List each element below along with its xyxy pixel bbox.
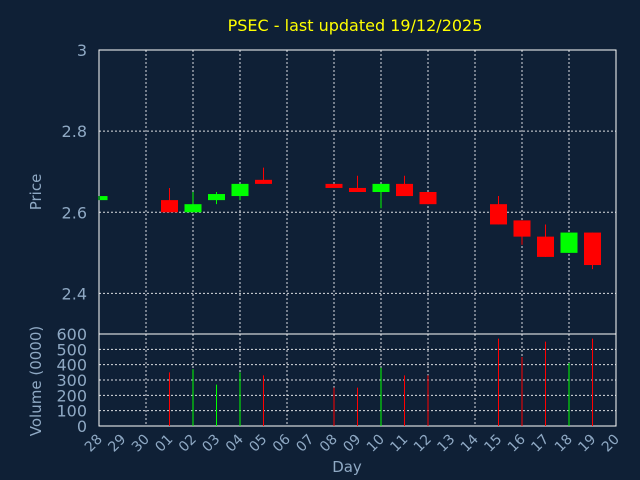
x-tick-label: 18: [552, 432, 576, 456]
price-axis-label: Price: [27, 174, 45, 211]
x-tick-label: 30: [129, 432, 153, 456]
x-tick-label: 02: [176, 432, 200, 456]
price-panel: 2.4 2.6 2.8 3: [62, 41, 617, 335]
volume-tick-label: 300: [56, 371, 87, 390]
candles: [98, 167, 601, 270]
candle-body: [372, 183, 390, 192]
price-tick-label: 2.8: [62, 122, 87, 141]
x-tick-label: 16: [505, 431, 529, 455]
volume-tick-label: 200: [56, 386, 87, 405]
price-ticks: 2.4 2.6 2.8 3: [62, 41, 87, 303]
candle-body: [184, 204, 202, 213]
candle-body: [255, 179, 272, 184]
x-tick-label: 11: [387, 432, 411, 456]
volume-tick-label: 400: [56, 356, 87, 375]
volume-axis-label: Volume (0000): [27, 326, 45, 436]
price-tick-label: 3: [77, 41, 87, 60]
price-tick-label: 2.4: [62, 284, 87, 303]
candle-body: [325, 183, 343, 188]
volume-tick-label: 600: [56, 325, 87, 344]
x-tick-label: 20: [599, 432, 623, 456]
x-tick-label: 10: [364, 432, 388, 456]
x-tick-label: 09: [340, 432, 364, 456]
candle-body: [396, 183, 413, 197]
x-tick-label: 17: [528, 432, 552, 456]
candle-body: [513, 220, 531, 237]
x-tick-label: 12: [411, 432, 435, 456]
candle-body: [419, 192, 437, 205]
x-tick-label: 13: [434, 432, 458, 456]
x-tick-label: 07: [293, 432, 317, 456]
candle-body: [100, 196, 108, 201]
x-tick-label: 15: [481, 432, 505, 456]
candle-body: [584, 232, 601, 266]
price-tick-label: 2.6: [62, 203, 87, 222]
volume-tick-label: 100: [56, 402, 87, 421]
x-tick-label: 19: [575, 432, 599, 456]
volume-tick-label: 0: [77, 417, 87, 436]
x-tick-label: 03: [199, 432, 223, 456]
x-axis-ticks: 28 29 30 01 02 03 04 05 06 07 08 09 10 11 12 13 14 15 16 17…: [82, 431, 623, 455]
x-tick-label: 29: [105, 432, 129, 456]
candle-body: [208, 194, 225, 201]
x-tick-label: 01: [152, 432, 176, 456]
x-tick-label: 08: [317, 432, 341, 456]
x-axis-label: Day: [332, 458, 362, 476]
candle-body: [537, 236, 554, 257]
x-tick-label: 14: [458, 431, 482, 455]
x-tick-label: 05: [246, 432, 270, 456]
candle-body: [560, 232, 578, 253]
x-tick-label: 06: [270, 431, 294, 455]
chart-title: PSEC - last updated 19/12/2025: [228, 16, 483, 35]
candle-body: [231, 183, 249, 197]
candle-body: [490, 204, 507, 225]
volume-bars: [169, 338, 593, 426]
x-tick-label: 04: [223, 431, 247, 455]
volume-tick-label: 500: [56, 340, 87, 359]
candle-body: [349, 187, 366, 192]
candle-body: [161, 200, 178, 213]
